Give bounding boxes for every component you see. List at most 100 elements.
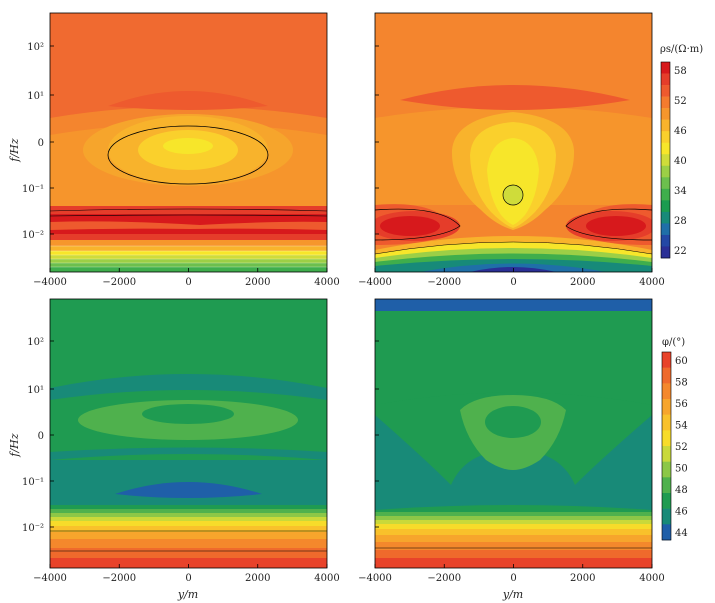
band (50, 517, 327, 521)
x-tick-label: 2000 (245, 277, 270, 288)
colorbar-swatch (661, 200, 670, 213)
band (375, 550, 652, 558)
band (485, 406, 541, 438)
x-tick-label: −2000 (102, 573, 136, 584)
x-tick-label: 2000 (570, 573, 595, 584)
contour (565, 208, 652, 241)
colorbar-swatch (662, 477, 671, 494)
axes: −4000 −2000 0 2000 4000 10² 10¹ 0 10⁻¹ 10⁻² −4000 −… (22, 42, 665, 584)
contour (50, 214, 327, 217)
contour (50, 530, 327, 552)
band (470, 267, 556, 272)
x-axis-label: y/m (502, 588, 523, 601)
colorbar-tick-label: 28 (674, 216, 687, 227)
band (375, 542, 652, 550)
colorbar-swatch (662, 430, 671, 447)
colorbar-swatch (661, 165, 670, 178)
x-tick-label: −4000 (358, 277, 392, 288)
band (50, 240, 327, 246)
colorbar-label: φ/(°) (662, 337, 685, 348)
x-tick-label: 0 (185, 277, 191, 288)
colorbar-tick-label: 58 (675, 378, 688, 389)
colorbar-swatch (661, 96, 670, 109)
band (50, 526, 327, 532)
colorbar-frame (661, 351, 672, 541)
band (108, 91, 268, 110)
colorbar-swatch (662, 508, 671, 525)
panel-top-right (375, 13, 652, 272)
band (50, 558, 327, 568)
colorbar-tick-label: 56 (675, 399, 688, 410)
colorbar-swatch (661, 211, 670, 224)
colorbar-tick-label: 48 (675, 485, 688, 496)
x-tick-label: 0 (510, 277, 516, 288)
x-tick-label: −4000 (33, 277, 67, 288)
band (50, 521, 327, 526)
y-tick-label: 0 (38, 431, 44, 442)
panel-top-left (50, 13, 327, 272)
colorbar-swatch (662, 367, 671, 384)
colorbar-tick-label: 46 (674, 126, 687, 137)
colorbar-swatch (661, 131, 670, 144)
x-tick-label: 0 (185, 573, 191, 584)
band (50, 221, 327, 230)
y-tick-label: 10² (27, 42, 44, 53)
y-tick-label: 10¹ (27, 385, 44, 396)
colorbar-swatch (661, 234, 670, 247)
band (50, 246, 327, 251)
colorbar-tick-label: 22 (674, 246, 687, 257)
band (50, 532, 327, 539)
x-tick-label: −2000 (102, 277, 136, 288)
contour (107, 125, 269, 185)
y-tick-label: 10¹ (27, 91, 44, 102)
colorbar-tick-label: 46 (675, 507, 688, 518)
colorbar-swatch (661, 188, 670, 201)
colorbar-swatch (661, 108, 670, 120)
y-tick-label: 10⁻² (22, 523, 44, 534)
colorbar-swatch (661, 142, 670, 155)
band (50, 263, 327, 267)
x-tick-label: 4000 (314, 277, 339, 288)
x-tick-label: 4000 (639, 573, 664, 584)
panel-bottom-left (50, 299, 327, 568)
colorbar-frame (660, 61, 671, 259)
band (50, 259, 327, 263)
colorbar-swatch (662, 446, 671, 462)
y-tick-label: 0 (38, 138, 44, 149)
colorbar-tick-label: 54 (675, 421, 688, 432)
y-tick-label: 10² (27, 337, 44, 348)
colorbar-swatch (661, 85, 670, 97)
x-tick-label: −2000 (427, 573, 461, 584)
band (375, 535, 652, 542)
colorbar-tick-label: 58 (674, 66, 687, 77)
band (50, 505, 327, 509)
x-tick-label: 0 (510, 573, 516, 584)
colorbar-swatch (662, 493, 671, 509)
panel-bottom-right (375, 299, 652, 568)
colorbar-swatch (661, 223, 670, 236)
x-tick-label: 2000 (245, 573, 270, 584)
y-tick-label: 10⁻¹ (22, 184, 44, 195)
colorbar-tick-label: 34 (674, 186, 687, 197)
contour (375, 241, 652, 255)
band (50, 548, 327, 558)
colorbar-swatch (662, 414, 671, 431)
band (375, 520, 652, 524)
x-tick-label: −2000 (427, 277, 461, 288)
colorbar-bottom: 60 58 56 54 52 50 48 46 44 (661, 351, 688, 541)
colorbar-swatch (661, 246, 670, 259)
y-axis-label: f/Hz (8, 433, 21, 457)
colorbar-tick-label: 52 (674, 96, 687, 107)
colorbar-swatch (661, 62, 670, 74)
band (502, 184, 524, 206)
colorbar-tick-label: 60 (675, 356, 688, 367)
band (142, 404, 234, 424)
colorbar-swatch (662, 352, 671, 368)
colorbar-swatch (662, 524, 671, 541)
band (50, 509, 327, 513)
y-tick-label: 10⁻¹ (22, 477, 44, 488)
band (50, 214, 327, 234)
band (163, 138, 213, 154)
x-tick-label: −4000 (33, 573, 67, 584)
